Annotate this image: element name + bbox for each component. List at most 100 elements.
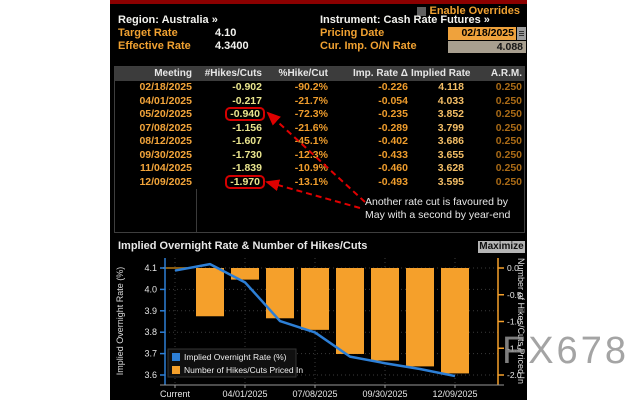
table-cell: -10.9%: [294, 162, 328, 174]
calendar-icon[interactable]: [517, 27, 526, 40]
left-tick-label: 3.7: [144, 349, 157, 359]
table-row[interactable]: 04/01/2025 -0.217 -21.7% -0.054 4.033 0.250: [115, 95, 524, 109]
table-cell: -12.3%: [294, 148, 328, 161]
column-header: %Hike/Cut: [278, 68, 328, 79]
table-cell: 0.250: [495, 121, 522, 134]
legend-label: Implied Overnight Rate (%): [184, 352, 287, 362]
table-cell: 3.628: [437, 162, 464, 174]
hikes-cuts-bar: [196, 268, 224, 317]
table-cell: 4.118: [438, 81, 464, 93]
table-cell: 3.852: [437, 108, 464, 120]
table-row[interactable]: 12/09/2025 -1.970 -13.1% -0.493 3.595 0.250: [115, 174, 524, 190]
table-cell: 0.250: [495, 148, 522, 161]
table-cell: 09/30/2025: [139, 148, 192, 161]
table-cell: 3.655: [437, 148, 464, 161]
table-cell: -21.7%: [294, 94, 328, 107]
highlight-box: -0.940: [225, 107, 265, 121]
pricing-date-label: Pricing Date: [320, 27, 385, 39]
table-cell: 3.595: [437, 175, 464, 188]
annotation-line2: May with a second by year-end: [365, 209, 511, 221]
table-row[interactable]: 05/20/2025 -0.940 -72.3% -0.235 3.852 0.250: [115, 107, 524, 122]
cur-imp-rate-label: Cur. Imp. O/N Rate: [320, 40, 417, 52]
right-tick-label: -1.0: [507, 317, 522, 327]
left-tick-label: 4.0: [144, 284, 157, 294]
table-cell: -0.493: [378, 175, 408, 188]
right-tick-label: -2.0: [507, 370, 522, 380]
table-cell: 0.250: [495, 94, 522, 107]
column-header: Imp. Rate Δ: [353, 68, 408, 79]
hikes-cuts-bar: [336, 268, 364, 354]
table-cell: 3.799: [437, 121, 464, 134]
table-row[interactable]: 02/18/2025 -0.902 -90.2% -0.226 4.118 0.250: [115, 81, 524, 95]
x-tick-label: 07/08/2025: [292, 389, 337, 399]
table-cell: 0.250: [495, 135, 522, 147]
table-cell: -1.730: [232, 148, 262, 161]
table-cell: 0.250: [495, 162, 522, 174]
table-cell: 04/01/2025: [139, 94, 192, 107]
annotation-line1: Another rate cut is favoured by: [365, 196, 508, 208]
right-tick-label: 0.0: [507, 263, 519, 273]
table-row[interactable]: 07/08/2025 -1.156 -21.6% -0.289 3.799 0.250: [115, 122, 524, 136]
table-cell: -13.1%: [294, 175, 328, 188]
legend-label: Number of Hikes/Cuts Priced In: [184, 365, 303, 375]
right-tick-label: -0.5: [507, 290, 522, 300]
table-row[interactable]: 08/12/2025 -1.607 -45.1% -0.402 3.686 0.250: [115, 135, 524, 149]
column-header: A.R.M.: [490, 68, 522, 79]
column-header: Implied Rate: [411, 68, 471, 79]
table-cell: 0.250: [495, 175, 522, 188]
left-tick-label: 3.6: [144, 370, 157, 380]
x-tick-label: 04/01/2025: [222, 389, 267, 399]
right-axis-title: Number of Hikes/Cuts Priced In: [516, 258, 526, 384]
table-cell: -45.1%: [294, 135, 328, 147]
table-cell: 02/18/2025: [139, 81, 192, 93]
left-tick-label: 4.1: [144, 263, 157, 273]
table-row[interactable]: 11/04/2025 -1.839 -10.9% -0.460 3.628 0.250: [115, 162, 524, 176]
column-header: Meeting: [154, 68, 192, 79]
table-cell: 07/08/2025: [139, 121, 192, 134]
column-header: #Hikes/Cuts: [204, 68, 262, 79]
table-cell: 12/09/2025: [139, 175, 192, 188]
rates-chart: 4.1 4.0 3.9 3.8 3.7 3.6 0.0 -0.5 -1.0 -1.5 -2.0 Cur…: [115, 258, 526, 399]
divider: [196, 189, 197, 232]
table-cell: 08/12/2025: [139, 135, 192, 147]
left-tick-label: 3.8: [144, 327, 157, 337]
table-cell: -1.839: [232, 162, 262, 174]
legend: [167, 348, 297, 378]
x-tick-label: 12/09/2025: [432, 389, 477, 399]
table-cell: 11/04/2025: [140, 162, 192, 174]
table-cell: -72.3%: [294, 108, 328, 120]
table-cell: -0.217: [232, 94, 262, 107]
table-cell: -0.402: [378, 135, 408, 147]
enable-overrides[interactable]: Enable Overrides: [416, 5, 520, 17]
pricing-date-input[interactable]: 02/18/2025: [448, 27, 516, 40]
table-body: 02/18/2025 -0.902 -90.2% -0.226 4.118 0.250 04…: [115, 81, 524, 189]
table-cell: 05/20/2025: [139, 108, 192, 120]
table-cell: -0.235: [378, 108, 408, 120]
hikes-cuts-bar: [441, 268, 469, 374]
annotation: Another rate cut is favoured by May with…: [365, 196, 510, 222]
top-red-bar: [110, 0, 527, 4]
table-header: Meeting #Hikes/Cuts %Hike/Cut Imp. Rate Δ Im…: [115, 67, 524, 81]
enable-overrides-checkbox[interactable]: [416, 6, 426, 16]
table-row[interactable]: 09/30/2025 -1.730 -12.3% -0.433 3.655 0.250: [115, 149, 524, 163]
implied-rate-line: [174, 262, 456, 378]
table-cell: -1.156: [232, 121, 262, 134]
legend-swatch: [172, 366, 180, 374]
watermark: FX678: [502, 330, 629, 372]
table-cell: -0.226: [378, 81, 408, 93]
maximize-button[interactable]: Maximize: [478, 241, 525, 253]
table-cell: -90.2%: [294, 81, 328, 93]
table-cell: 0.250: [495, 81, 522, 93]
target-rate-value: 4.10: [215, 27, 237, 39]
table-cell: -0.460: [378, 162, 408, 174]
table-cell: 3.686: [437, 135, 464, 147]
table-cell: 0.250: [495, 108, 522, 120]
table-cell: 4.033: [437, 94, 464, 107]
region-selector[interactable]: Region: Australia »: [118, 14, 218, 26]
highlight-box: -1.970: [225, 174, 265, 189]
table-cell: -21.6%: [294, 121, 328, 134]
hikes-cuts-bar: [231, 268, 259, 280]
instrument-selector[interactable]: Instrument: Cash Rate Futures »: [320, 14, 490, 26]
table-cell: -1.970: [195, 174, 265, 190]
